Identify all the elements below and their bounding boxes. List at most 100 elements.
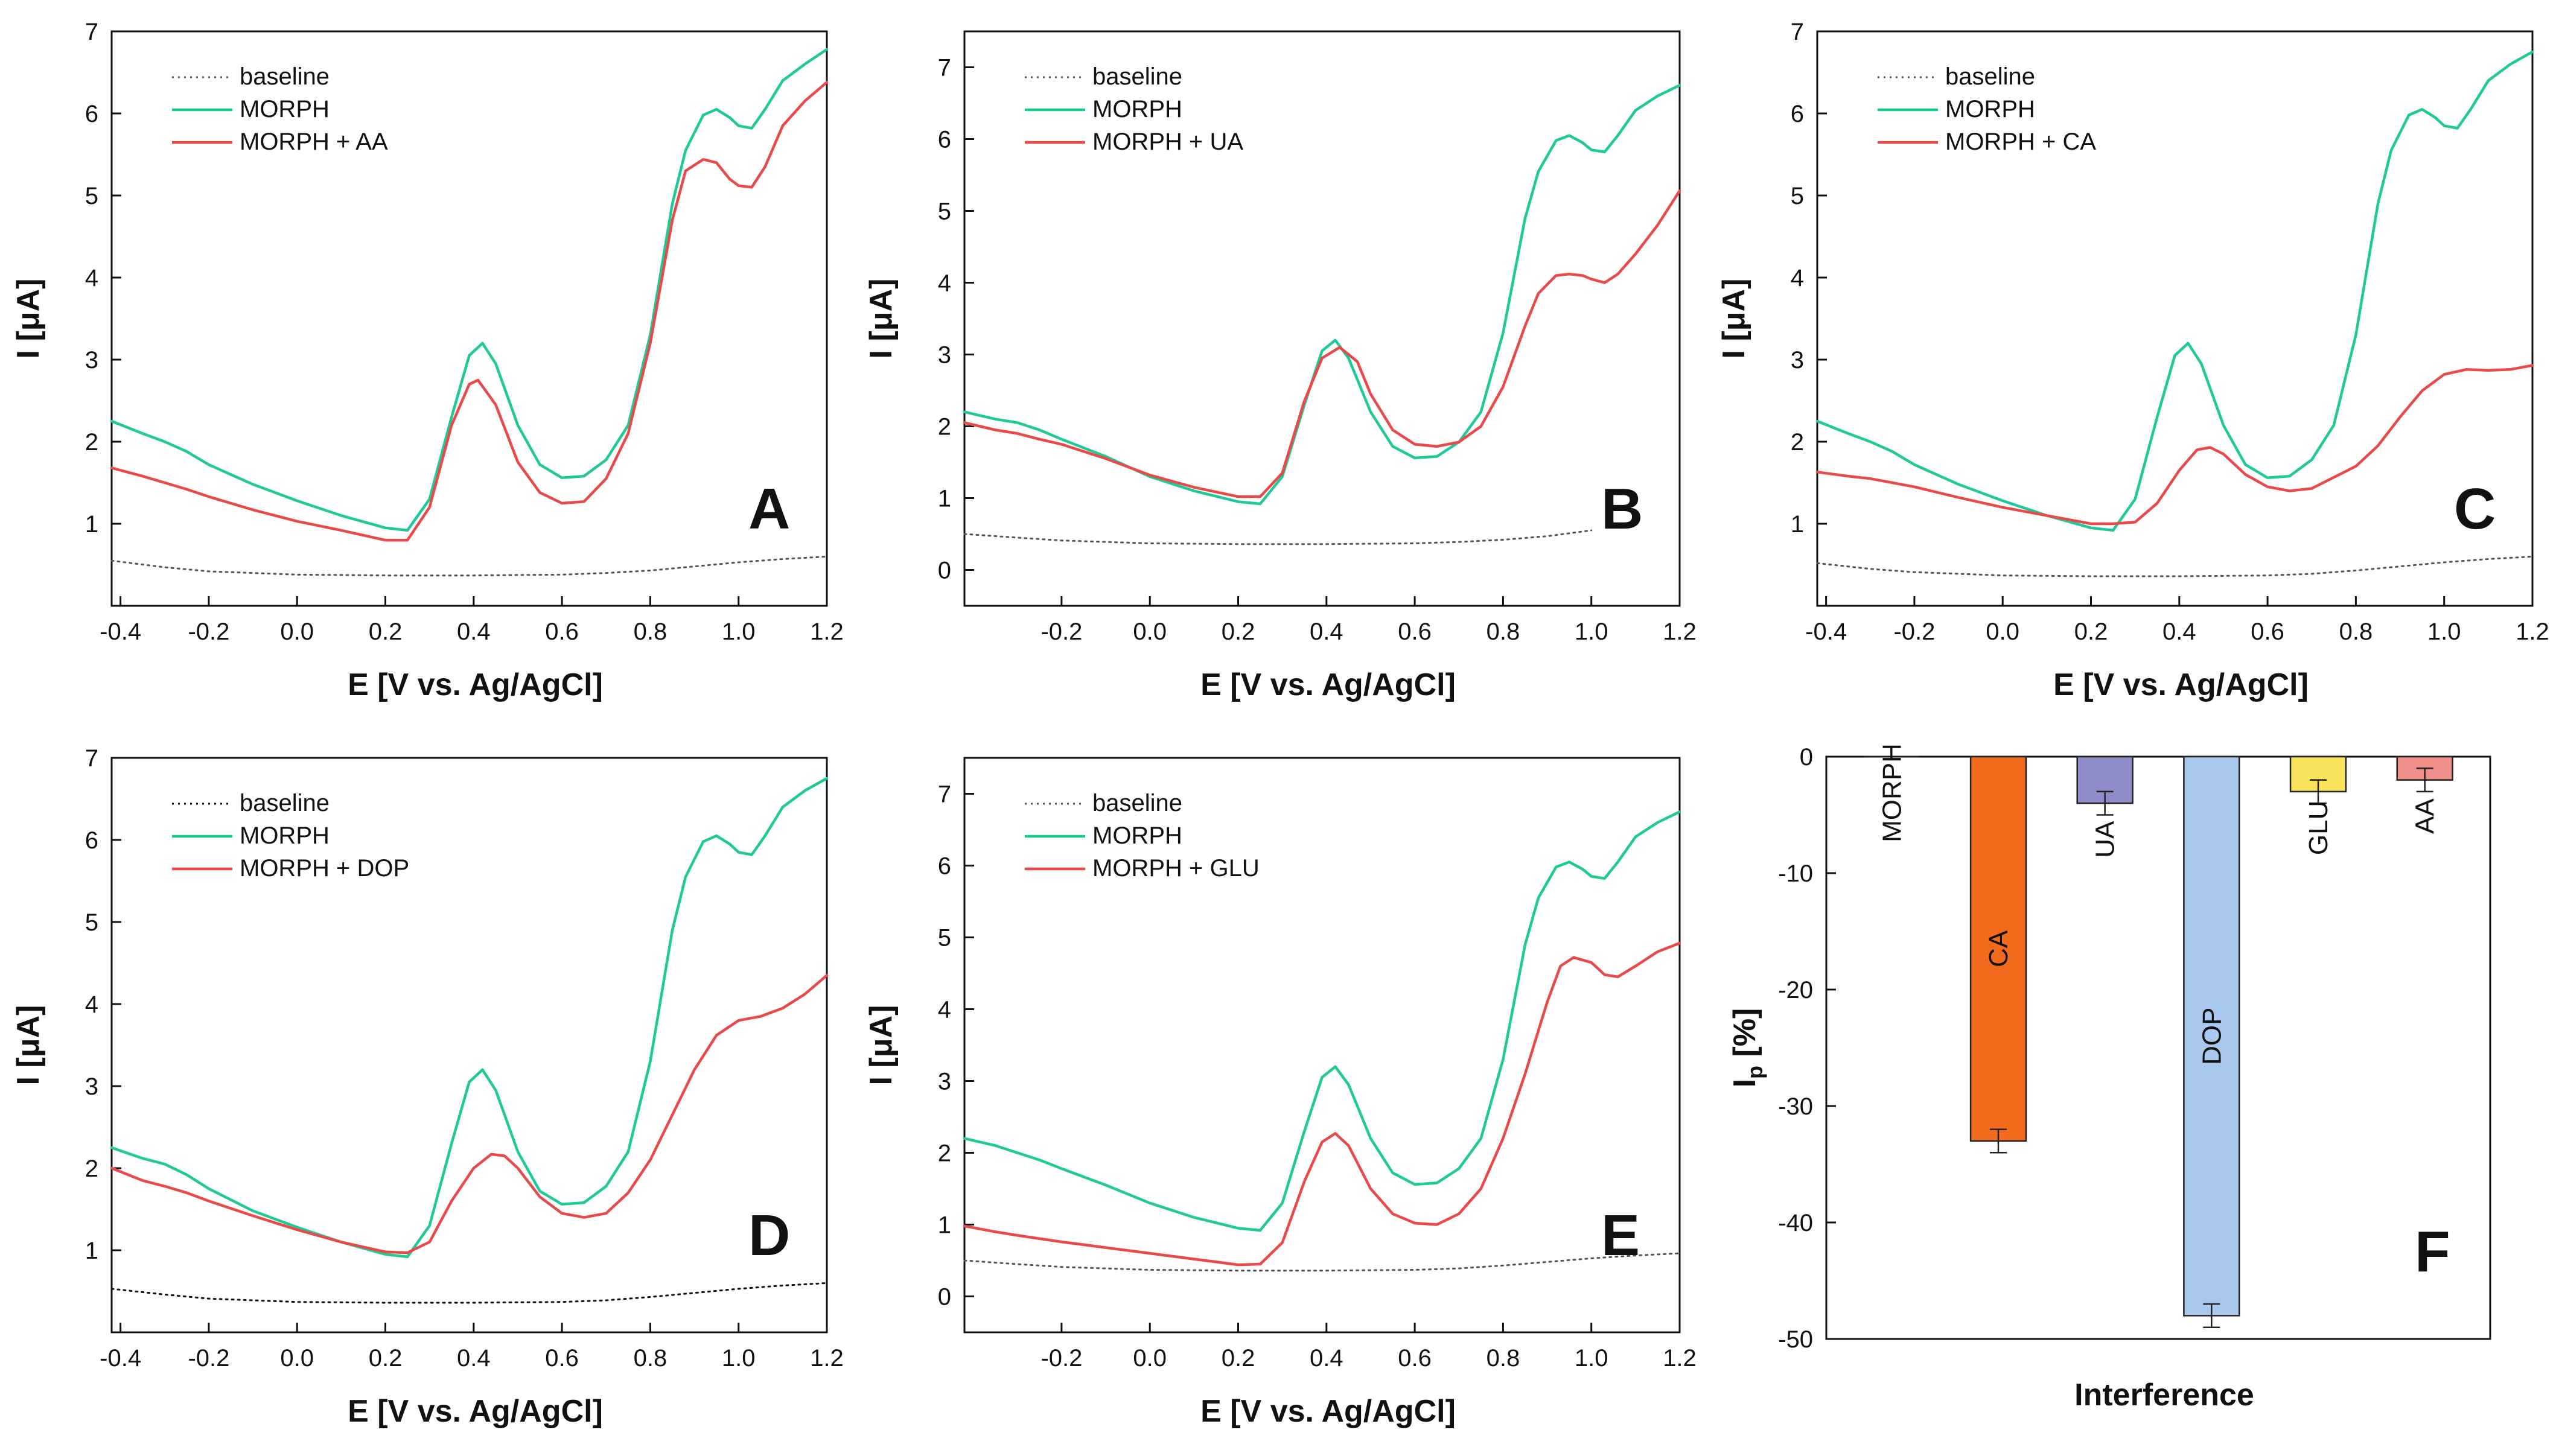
panel-c-svg: -0.4 -0.2 0.0 0.2 0.4 0.6 0.8 1.0 1.2 1 2 3 4 5 6 7 E [V… <box>1716 19 2549 702</box>
chart-3-ytick-label: 3 <box>85 1073 98 1100</box>
chart-1-xtick-label: 0.4 <box>1310 618 1343 645</box>
chart-1-xtick-label: 0.6 <box>1398 618 1432 645</box>
panel-c: -0.4 -0.2 0.0 0.2 0.4 0.6 0.8 1.0 1.2 1 2 3 4 5 6 7 E [V… <box>1706 0 2558 726</box>
chart-0-xtick-label: -0.2 <box>188 618 229 645</box>
chart-3-xtick-label: 0.6 <box>545 1345 579 1372</box>
chart-3-series-baseline <box>110 1282 828 1304</box>
chart-2-series-morph-ca <box>1815 364 2534 526</box>
chart-0-legend-label: MORPH <box>240 96 330 122</box>
chart-5-category-label: CA <box>1984 930 2013 967</box>
chart-5-category-label: MORPH <box>1877 743 1907 842</box>
chart-3-xtick-label: 1.2 <box>810 1345 844 1372</box>
chart-1-xtick-label: 1.2 <box>1663 618 1697 645</box>
chart-0-xtick-label: 1.0 <box>722 618 756 645</box>
chart-1-ytick-label: 2 <box>938 414 951 440</box>
chart-5-ytick-label: 0 <box>1800 744 1813 771</box>
chart-3-frame <box>110 757 828 1334</box>
chart-4-ytick-label: 1 <box>938 1212 951 1239</box>
chart-2-series-baseline <box>1816 555 2534 577</box>
chart-5-xlabel: Interference <box>2074 1378 2254 1413</box>
chart-3-xlabel: E [V vs. Ag/AgCl] <box>348 1394 603 1429</box>
chart-5-ytick-label: -10 <box>1778 860 1813 887</box>
chart-4-xtick-label: -0.2 <box>1040 1345 1082 1372</box>
chart-2-xtick-label: -0.2 <box>1893 618 1935 645</box>
chart-2-xtick-label: 0.0 <box>1986 618 2019 645</box>
chart-0-ytick-label: 6 <box>85 101 98 127</box>
chart-4-legend-label: MORPH + GLU <box>1092 855 1260 882</box>
chart-5-panel-label: F <box>2415 1219 2450 1284</box>
chart-0-xtick-label: 0.8 <box>634 618 668 645</box>
chart-5-category-label: AA <box>2411 798 2440 834</box>
chart-3-xtick-label: 1.0 <box>722 1345 756 1372</box>
panel-b-svg: -0.2 0.0 0.2 0.4 0.6 0.8 1.0 1.2 0 1 2 3 4 5 6 7 E [V vs… <box>864 30 1697 702</box>
chart-3-ylabel: I [μA] <box>11 1005 46 1086</box>
chart-1-xtick-label: -0.2 <box>1040 618 1082 645</box>
chart-3-xtick-label: -0.2 <box>188 1345 229 1372</box>
chart-0-xtick-label: 1.2 <box>810 618 844 645</box>
chart-0-legend-label: baseline <box>240 63 330 90</box>
chart-0-xtick-label: 0.2 <box>369 618 403 645</box>
chart-4-xtick-label: 0.6 <box>1398 1345 1432 1372</box>
chart-2-panel-label: C <box>2454 477 2496 541</box>
chart-3-xtick-label: 0.8 <box>634 1345 668 1372</box>
chart-4-xtick-label: 0.0 <box>1133 1345 1167 1372</box>
chart-2-legend-label: MORPH + CA <box>1945 129 2096 155</box>
chart-1-series-morph <box>963 84 1681 506</box>
chart-0-ytick-label: 4 <box>85 265 98 291</box>
chart-5-category-label: UA <box>2091 821 2120 858</box>
panel-f-svg: 0 -10 -20 -30 -40 -50 MORPH CA UA DOP GLU AA Interfe… <box>1727 743 2491 1413</box>
chart-3-ytick-label: 6 <box>85 827 98 854</box>
chart-1-panel-label: B <box>1601 477 1643 541</box>
chart-1-ytick-label: 6 <box>938 127 951 153</box>
chart-2-legend-label: MORPH <box>1945 96 2035 122</box>
chart-4-panel-label: E <box>1601 1203 1640 1268</box>
chart-4-xtick-label: 0.8 <box>1487 1345 1520 1372</box>
chart-5-bar-ua <box>2076 755 2134 804</box>
chart-1-ylabel: I [μA] <box>864 279 899 359</box>
chart-1-legend-label: MORPH <box>1092 96 1182 122</box>
chart-2-ytick-label: 1 <box>1791 511 1804 538</box>
chart-0-series-morph <box>110 48 829 532</box>
chart-3-legend-label: MORPH <box>240 822 330 849</box>
chart-3-legend-label: baseline <box>240 790 330 816</box>
chart-4-ytick-label: 0 <box>938 1284 951 1311</box>
chart-3-series-morph-dop <box>110 974 829 1254</box>
chart-4-series-morph-glu <box>963 941 1681 1267</box>
chart-0-ytick-label: 1 <box>85 511 98 538</box>
chart-0-series-morph-aa <box>110 81 829 542</box>
panel-b: -0.2 0.0 0.2 0.4 0.6 0.8 1.0 1.2 0 1 2 3 4 5 6 7 E [V vs… <box>853 0 1706 726</box>
chart-2-ytick-label: 6 <box>1791 101 1804 127</box>
chart-4-xtick-label: 1.2 <box>1663 1345 1697 1372</box>
chart-3-xtick-label: 0.4 <box>457 1345 491 1372</box>
chart-1-legend-label: MORPH + UA <box>1092 129 1243 155</box>
chart-5-ytick-label: -20 <box>1778 977 1813 1003</box>
chart-1-xlabel: E [V vs. Ag/AgCl] <box>1200 667 1456 702</box>
chart-4-xtick-label: 0.4 <box>1310 1345 1343 1372</box>
chart-1-legend-label: baseline <box>1092 63 1182 90</box>
chart-5-ytick-label: -30 <box>1778 1093 1813 1120</box>
chart-2-xtick-label: 1.2 <box>2516 618 2549 645</box>
chart-4-frame <box>963 757 1681 1334</box>
chart-4-ytick-label: 6 <box>938 853 951 880</box>
chart-0-series-baseline <box>110 555 828 577</box>
chart-3-legend-label: MORPH + DOP <box>240 855 409 882</box>
chart-5-frame <box>1825 755 2491 1340</box>
chart-1-series-baseline <box>963 529 1593 545</box>
chart-1-ytick-label: 7 <box>938 55 951 81</box>
panel-e-svg: -0.2 0.0 0.2 0.4 0.6 0.8 1.0 1.2 0 1 2 3 4 5 6 7 E [V vs… <box>864 757 1697 1429</box>
chart-2-xlabel: E [V vs. Ag/AgCl] <box>2053 667 2309 702</box>
chart-2-frame <box>1816 30 2534 607</box>
chart-2-xtick-label: 0.4 <box>2162 618 2196 645</box>
chart-4-ytick-label: 7 <box>938 781 951 808</box>
chart-1-xtick-label: 0.2 <box>1222 618 1255 645</box>
chart-0-legend-label: MORPH + AA <box>240 129 388 155</box>
chart-3-ytick-label: 7 <box>85 745 98 772</box>
chart-3-xtick-label: -0.4 <box>100 1345 141 1372</box>
chart-4-legend-label: baseline <box>1092 790 1182 816</box>
chart-1-xtick-label: 1.0 <box>1575 618 1608 645</box>
chart-2-ytick-label: 2 <box>1791 429 1804 456</box>
chart-2-ytick-label: 4 <box>1791 265 1804 291</box>
chart-0-xtick-label: -0.4 <box>100 618 141 645</box>
chart-1-frame <box>963 30 1681 607</box>
chart-1-xtick-label: 0.0 <box>1133 618 1167 645</box>
